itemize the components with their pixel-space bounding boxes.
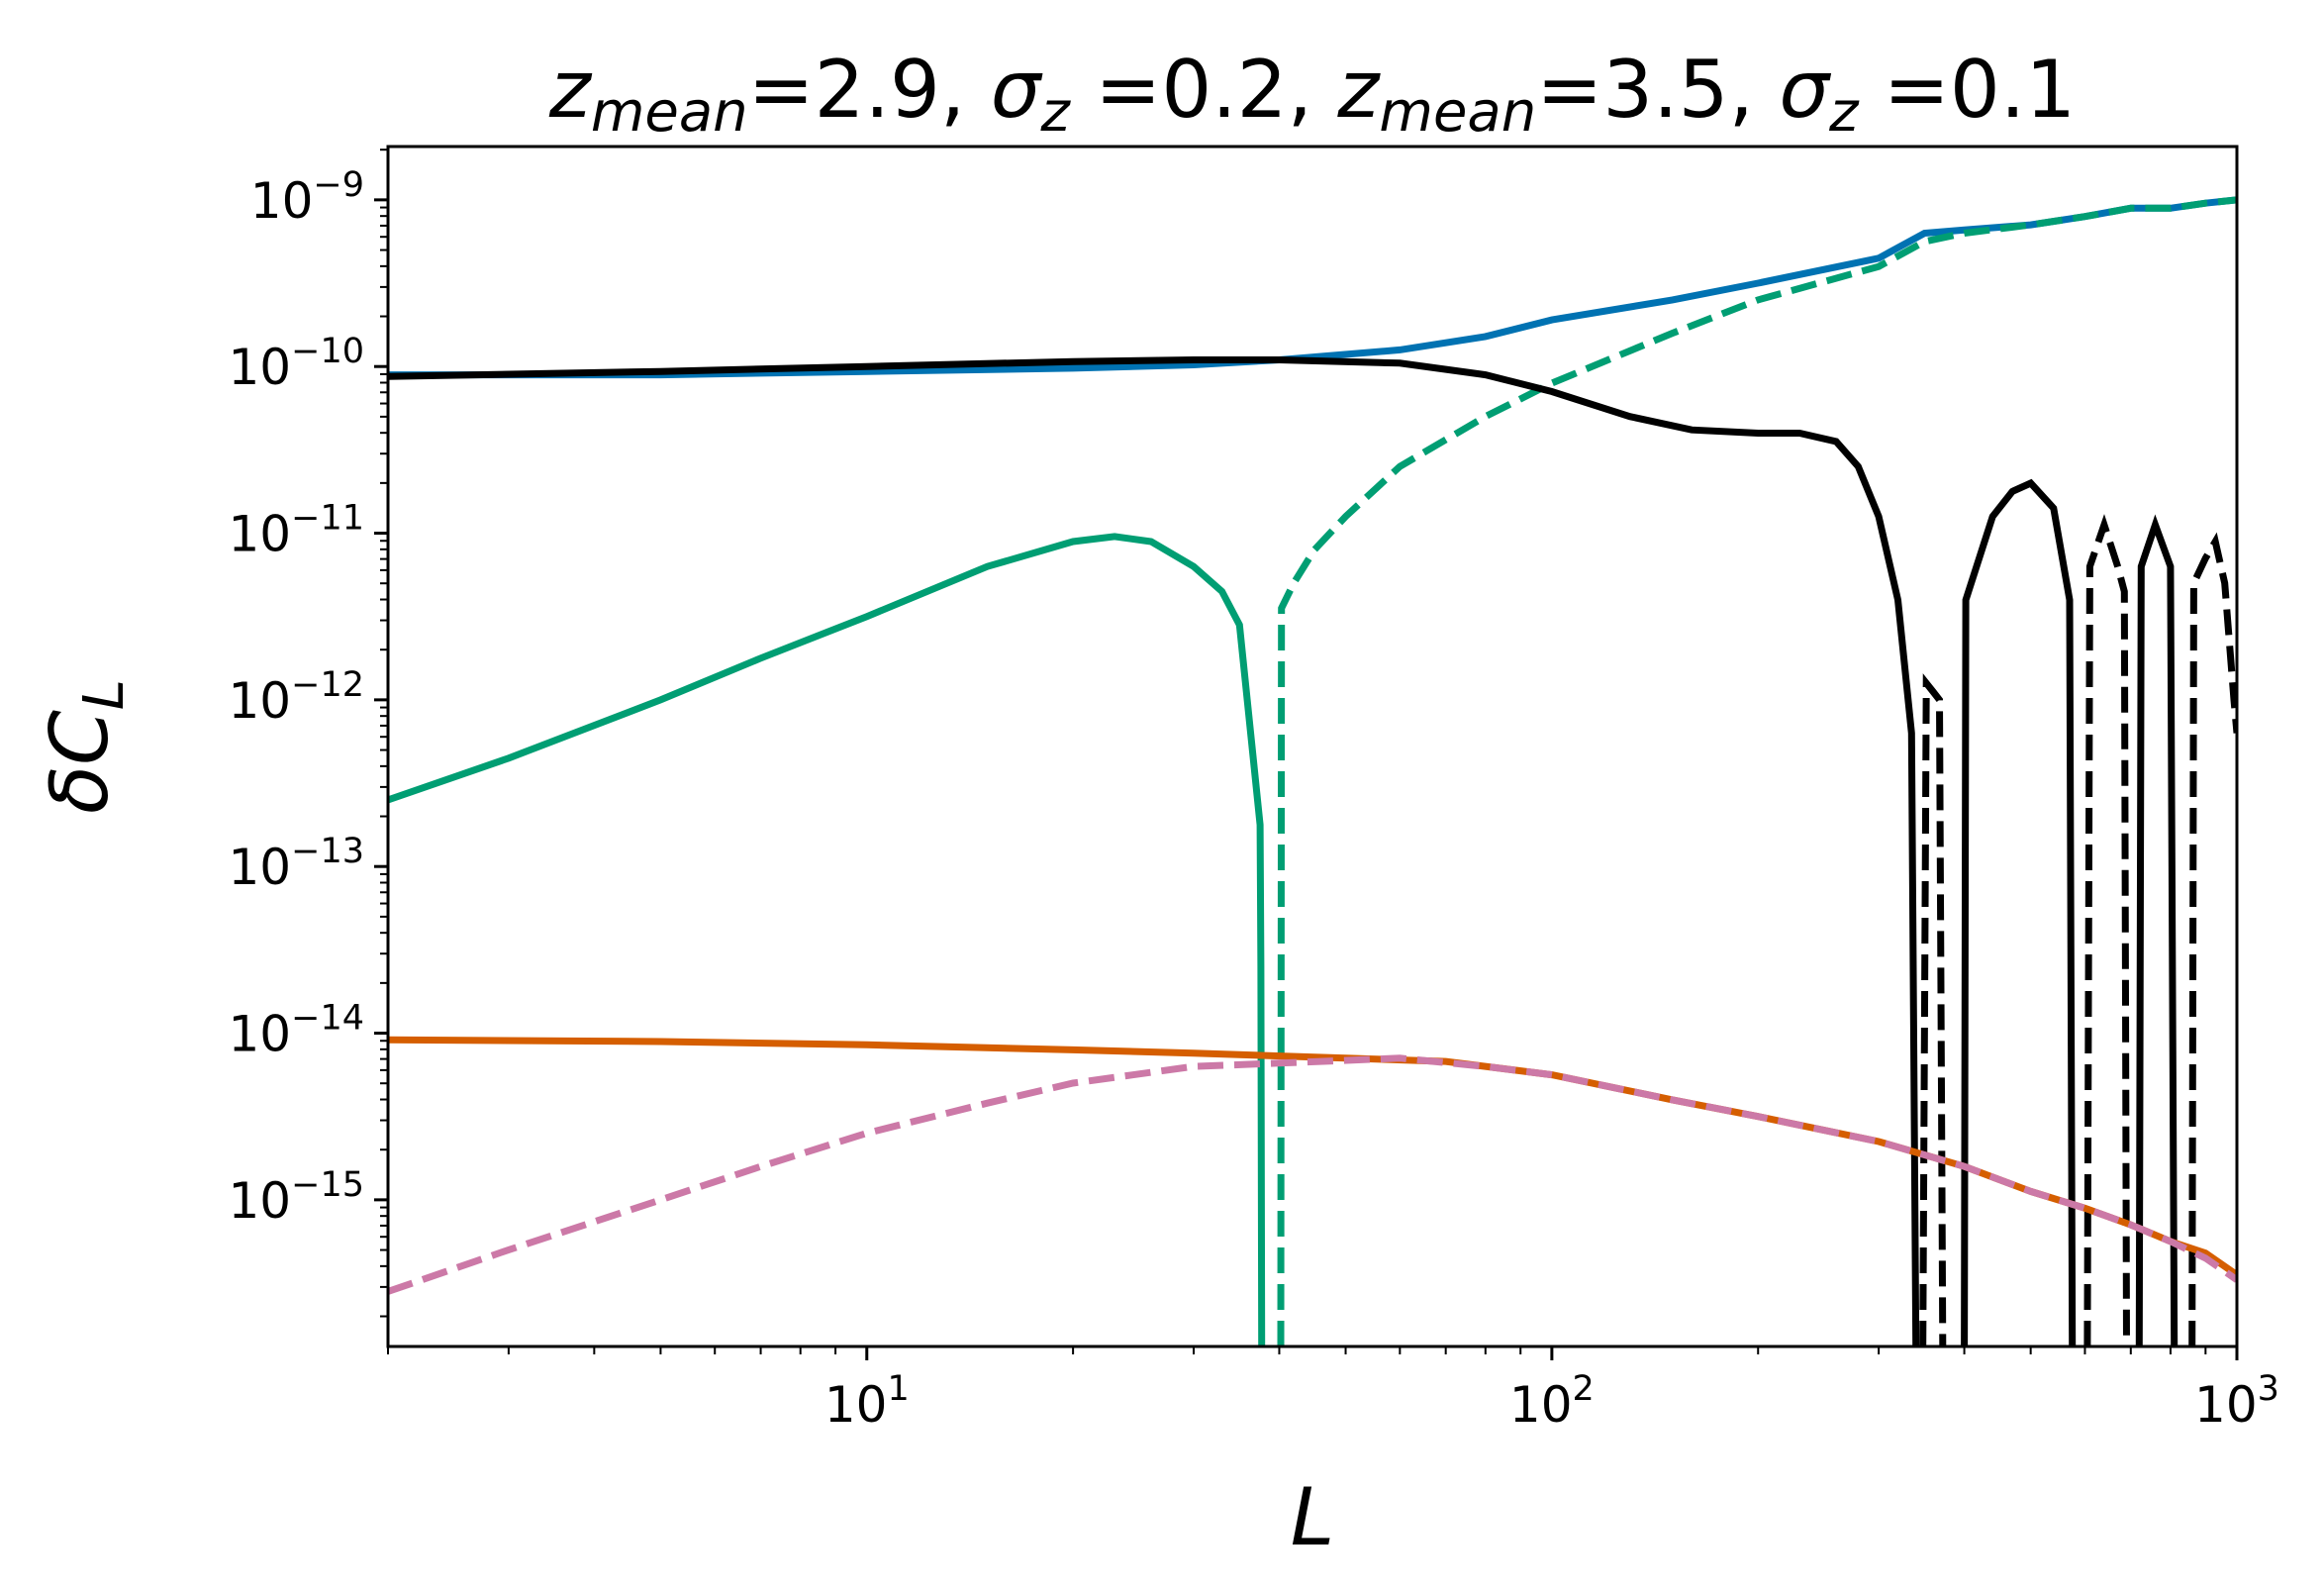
title-part: =0.2, xyxy=(1070,44,1338,136)
y-axis-label: δCL xyxy=(34,679,137,814)
x-tick-label: 103 xyxy=(2194,1369,2279,1434)
title-part: σ xyxy=(991,44,1043,136)
y-tick-label: 10−11 xyxy=(229,499,365,563)
series-line-black-dashed-1 xyxy=(1919,673,1947,1346)
y-tick-label: 10−12 xyxy=(229,665,365,730)
series-line-black-dashed-2 xyxy=(2083,514,2130,1346)
title-part: z xyxy=(548,44,593,136)
chart-title: zmean=2.9, σz =0.2, zmean=3.5, σz =0.1 xyxy=(548,44,2076,145)
series-line-green-solid xyxy=(388,533,1266,1346)
plot-frame xyxy=(386,145,2239,1348)
title-part: =2.9, xyxy=(748,44,991,136)
title-part: z xyxy=(1039,80,1071,145)
y-axis-label-main: δC xyxy=(34,710,126,814)
title-part: z xyxy=(1336,44,1381,136)
minor-ticks xyxy=(380,149,2207,1354)
title-part: σ xyxy=(1779,44,1831,136)
x-axis-ticks: 101 102 103 xyxy=(824,1346,2279,1434)
series-line-black-dashed-3 xyxy=(2188,532,2237,1346)
series-line-pink-dashed xyxy=(388,1054,2237,1295)
y-axis-label-sub: L xyxy=(72,679,137,710)
title-part: =0.1 xyxy=(1858,44,2076,136)
series-line-black-solid xyxy=(388,356,1920,1346)
series-line-black-solid-2 xyxy=(1961,478,2077,1346)
y-tick-label: 10−15 xyxy=(229,1165,365,1230)
title-part: =3.5, xyxy=(1536,44,1779,136)
y-tick-label: 10−9 xyxy=(250,165,364,230)
y-tick-label: 10−13 xyxy=(229,832,365,896)
y-tick-label: 10−10 xyxy=(229,332,365,396)
y-axis-ticks: 10−9 10−10 10−11 10−12 10−13 10−14 10−15 xyxy=(229,165,388,1230)
title-part: z xyxy=(1828,80,1860,145)
x-axis-label: L xyxy=(1291,1471,1335,1563)
series-layer xyxy=(388,196,2237,1346)
title-part: mean xyxy=(1379,80,1536,145)
series-line-black-solid-3 xyxy=(2135,514,2179,1346)
x-tick-label: 101 xyxy=(824,1369,910,1434)
x-tick-label: 102 xyxy=(1509,1369,1595,1434)
title-part: mean xyxy=(591,80,748,145)
y-tick-label: 10−14 xyxy=(229,999,365,1063)
series-line-green-dashed xyxy=(1277,196,2237,1346)
